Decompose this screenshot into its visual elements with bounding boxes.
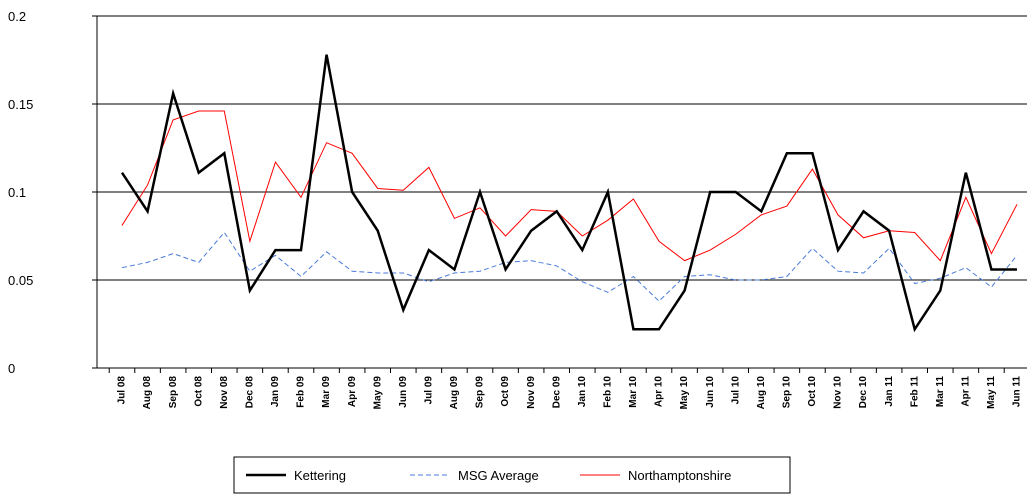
x-tick-label: Mar 11	[935, 376, 946, 408]
x-tick-label: Sep 10	[781, 376, 792, 409]
x-tick-label: Jun 10	[705, 376, 716, 408]
x-tick-label: Mar 10	[628, 376, 639, 408]
x-tick-label: Oct 09	[500, 376, 511, 407]
x-tick-label: Jul 08	[117, 376, 128, 405]
x-tick-label: Apr 10	[654, 376, 665, 408]
x-tick-label: Jun 11	[1012, 376, 1023, 408]
x-tick-label: Dec 10	[858, 376, 869, 409]
x-tick-label: Aug 08	[142, 376, 153, 410]
x-tick-label: Jan 11	[884, 376, 895, 407]
x-tick-label: May 09	[372, 376, 383, 410]
legend: Kettering MSG Average Northamptonshire	[233, 456, 791, 494]
x-tick-label: Jun 09	[398, 376, 409, 408]
series-line	[120, 54, 1017, 333]
y-tick-label: 0.05	[8, 273, 33, 288]
legend-label: Kettering	[294, 468, 346, 483]
x-tick-label: Mar 09	[321, 376, 332, 408]
y-tick-label: 0.15	[8, 97, 33, 112]
x-tick-label: Feb 11	[909, 376, 920, 408]
x-tick-label: Oct 08	[193, 376, 204, 407]
x-tick-label: Apr 09	[347, 376, 358, 408]
x-tick-label: Aug 10	[756, 376, 767, 410]
x-tick-label: Apr 11	[960, 376, 971, 407]
x-tick-label: May 10	[679, 376, 690, 410]
x-tick-label: May 11	[986, 376, 997, 409]
x-tick-label: Nov 09	[526, 376, 537, 409]
y-tick-label: 0.2	[8, 9, 26, 24]
y-tick-label: 0.1	[8, 185, 26, 200]
y-tick-label: 0	[8, 361, 15, 376]
x-tick-label: Feb 09	[296, 376, 307, 408]
x-tick-label: Oct 10	[807, 376, 818, 407]
legend-label: Northamptonshire	[628, 468, 731, 483]
x-tick-label: Dec 09	[551, 376, 562, 409]
x-tick-label: Nov 10	[833, 376, 844, 409]
x-tick-label: Jul 10	[730, 376, 741, 405]
legend-label: MSG Average	[458, 468, 539, 483]
legend-box	[233, 456, 791, 494]
x-tick-label: Jan 10	[577, 376, 588, 408]
x-tick-label: Jul 09	[423, 376, 434, 405]
series-line	[121, 110, 1018, 262]
x-tick-label: Sep 08	[168, 376, 179, 409]
x-tick-label: Dec 08	[244, 376, 255, 409]
x-tick-label: Jan 09	[270, 376, 281, 408]
x-tick-label: Aug 09	[449, 376, 460, 410]
x-tick-label: Feb 10	[602, 376, 613, 408]
x-tick-label: Sep 09	[475, 376, 486, 409]
x-tick-label: Nov 08	[219, 376, 230, 409]
series-line	[121, 231, 1018, 302]
